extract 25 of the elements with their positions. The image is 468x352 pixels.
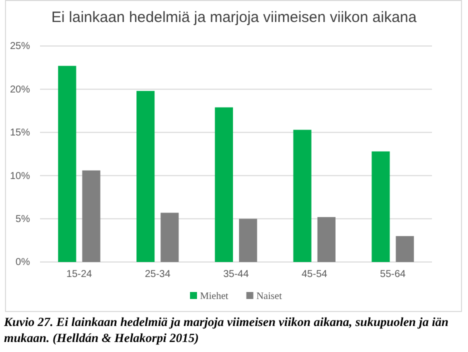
y-tick-label: 0% — [16, 257, 30, 268]
bar — [372, 151, 390, 262]
x-tick-label: 55-64 — [380, 269, 406, 280]
x-tick-label: 15-24 — [66, 269, 92, 280]
bar — [396, 236, 414, 262]
x-tick-label: 45-54 — [302, 269, 328, 280]
y-tick-label: 5% — [16, 214, 30, 225]
x-tick-label: 35-44 — [223, 269, 250, 280]
bar — [136, 90, 155, 262]
bar — [293, 130, 312, 262]
legend-label: Naiset — [256, 291, 282, 302]
x-tick-label: 25-34 — [144, 269, 171, 280]
y-tick-label: 20% — [10, 84, 30, 96]
y-tick-label: 10% — [10, 170, 30, 182]
text: Kuvio 27. Ei lainkaan hedelmiä ja marjoja viimeisen viikon aikana, sukupuolen ja iän mukaan. (Helldán & Helakorpi 2015) — [4, 314, 450, 346]
bar — [239, 218, 258, 262]
chart-title: Ei lainkaan hedelmiä ja marjoja viimeisen viikon aikana — [51, 9, 418, 26]
y-tick-label: 25% — [10, 41, 30, 52]
bar — [160, 212, 179, 262]
y-tick-label: 15% — [10, 128, 30, 139]
bar — [214, 107, 233, 262]
legend-label: Miehet — [200, 291, 229, 302]
bar — [58, 66, 76, 262]
bar — [82, 170, 100, 262]
bar — [317, 217, 336, 262]
